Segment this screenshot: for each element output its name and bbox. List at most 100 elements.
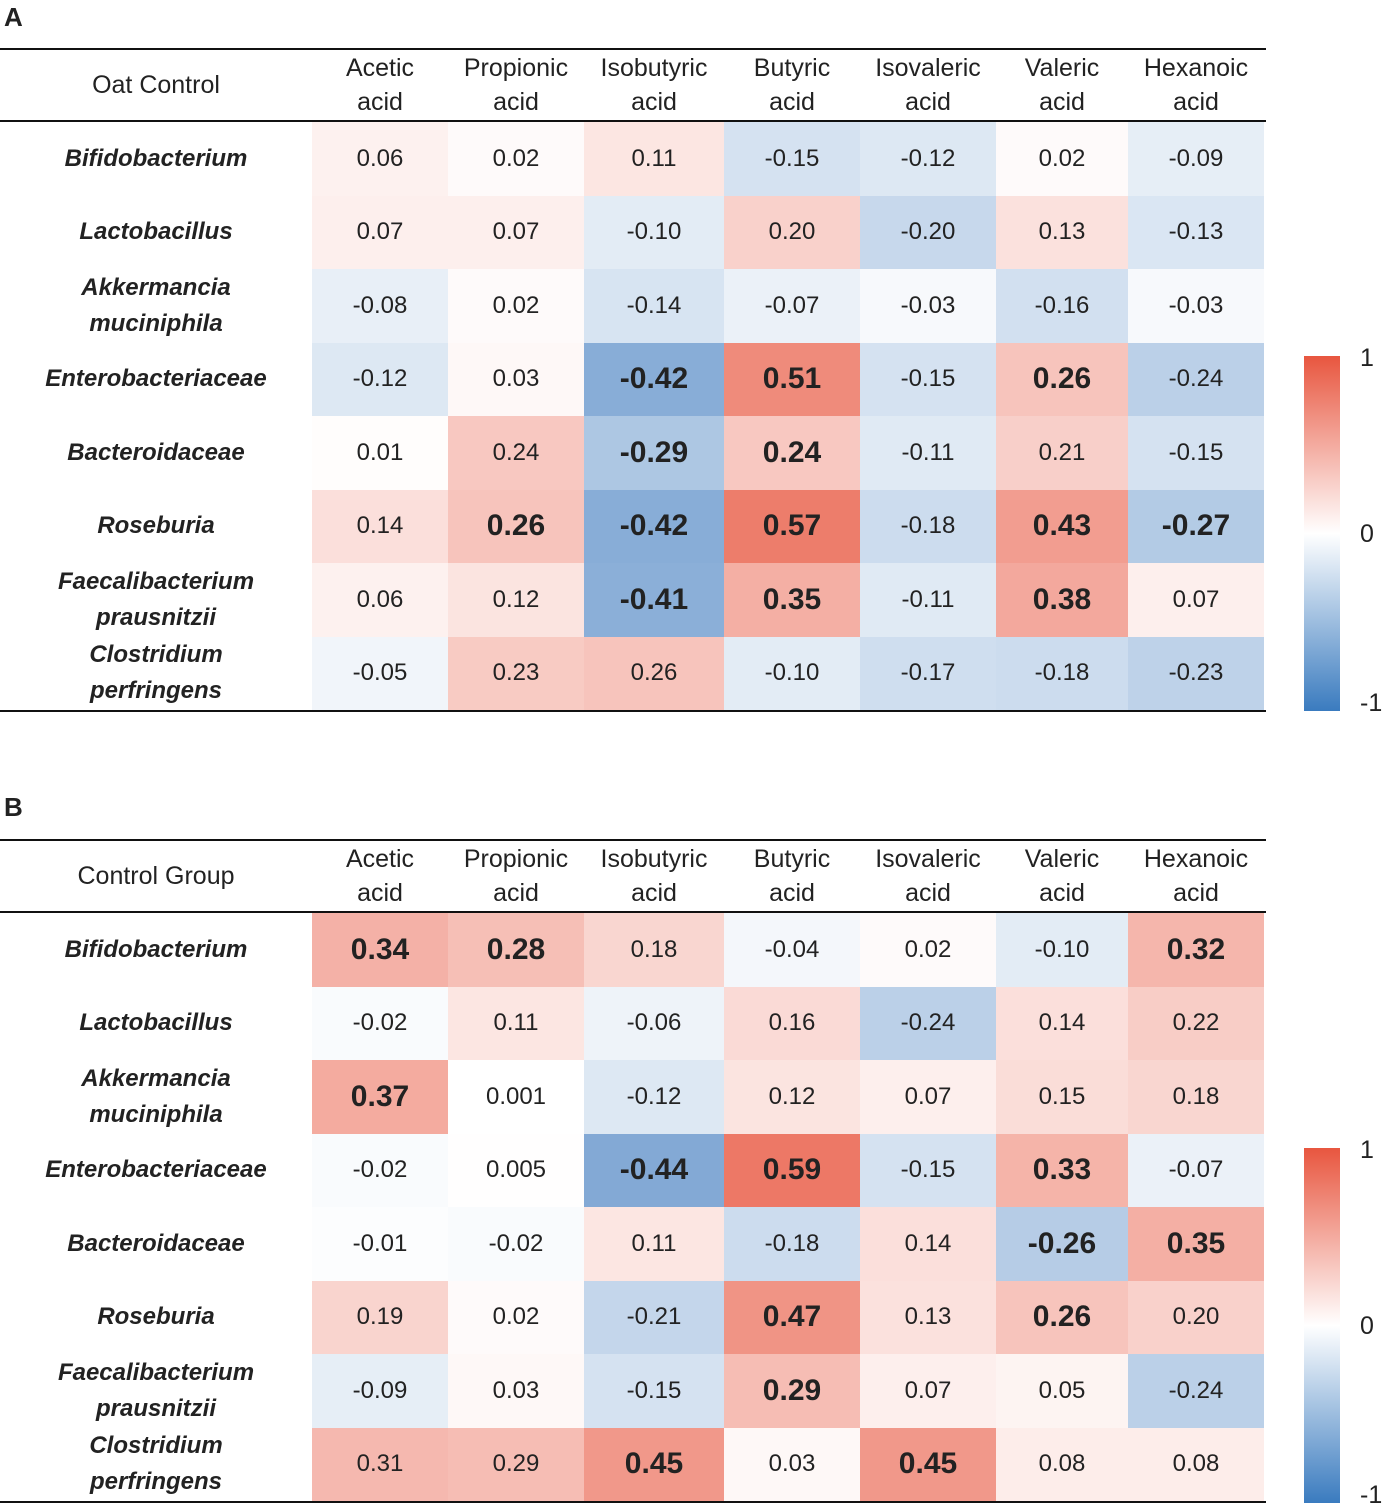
column-header-line: Propionic — [463, 845, 569, 873]
row-label: Enterobacteriaceae — [0, 343, 312, 417]
heatmap-cell: 0.03 — [448, 1354, 584, 1428]
row-label-line: Akkermancia — [81, 1064, 231, 1092]
panel-label-a: A — [4, 2, 23, 32]
heatmap-header: Oat Control Acetic acid Propionic acid Isobut… — [0, 48, 1266, 122]
column-header: Isobutyric acid — [584, 50, 724, 120]
heatmap-cell: 0.28 — [448, 913, 584, 987]
heatmap-cell: -0.02 — [312, 1133, 448, 1207]
legend-tick-label: 1 — [1360, 344, 1374, 372]
column-header-line: Isovaleric — [875, 845, 981, 873]
heatmap-cell: 0.16 — [724, 986, 860, 1060]
heatmap-cell: 0.34 — [312, 913, 448, 987]
heatmap-cell: -0.21 — [584, 1280, 724, 1354]
row-label-line: muciniphila — [89, 309, 223, 337]
heatmap-cell: 0.29 — [448, 1427, 584, 1501]
column-header: Valeric acid — [996, 841, 1128, 911]
heatmap-cell: 0.35 — [724, 563, 860, 637]
heatmap-cell: 0.14 — [996, 986, 1128, 1060]
heatmap-cell: -0.24 — [1128, 342, 1264, 416]
column-header: Hexanoic acid — [1128, 841, 1264, 911]
row-label: Bacteroidaceae — [0, 416, 312, 490]
heatmap-cell: 0.18 — [584, 913, 724, 987]
heatmap-bottom-rule — [0, 1501, 1266, 1503]
heatmap-cell: -0.42 — [584, 489, 724, 563]
heatmap-cell: 0.15 — [996, 1060, 1128, 1134]
heatmap-cell: -0.11 — [860, 563, 996, 637]
heatmap-row: Akkermancia muciniphila -0.08 0.02 -0.14 -0.0… — [0, 269, 1266, 343]
heatmap-cell: -0.42 — [584, 342, 724, 416]
heatmap-cell: -0.10 — [724, 636, 860, 710]
column-header: Butyric acid — [724, 50, 860, 120]
heatmap-cell: 0.06 — [312, 122, 448, 196]
column-header-line: acid — [905, 88, 951, 116]
heatmap-cell: -0.02 — [312, 986, 448, 1060]
heatmap-cell: -0.17 — [860, 636, 996, 710]
heatmap-cell: 0.02 — [996, 122, 1128, 196]
column-header-line: acid — [1039, 879, 1085, 907]
row-label-line: Akkermancia — [81, 273, 231, 301]
row-label-line: muciniphila — [89, 1100, 223, 1128]
column-header-line: acid — [493, 88, 539, 116]
row-label-line: Lactobacillus — [79, 218, 233, 246]
heatmap-cell: -0.07 — [724, 269, 860, 343]
heatmap-cell: -0.05 — [312, 636, 448, 710]
heatmap-cell: 0.03 — [724, 1427, 860, 1501]
row-label-line: Bifidobacterium — [64, 935, 248, 963]
heatmap-cell: 0.02 — [448, 1280, 584, 1354]
row-label: Clostridium perfringens — [0, 1428, 312, 1502]
column-header-line: Propionic — [463, 54, 569, 82]
heatmap-cell: 0.24 — [448, 416, 584, 490]
heatmap-cell: -0.09 — [312, 1354, 448, 1428]
heatmap-cell: 0.45 — [860, 1427, 996, 1501]
heatmap-cell: 0.11 — [584, 1207, 724, 1281]
heatmap-cell: -0.12 — [312, 342, 448, 416]
row-label-line: Enterobacteriaceae — [45, 365, 267, 393]
column-header: Acetic acid — [312, 841, 448, 911]
heatmap-row: Akkermancia muciniphila 0.37 0.001 -0.12 0.12… — [0, 1060, 1266, 1134]
column-header-line: Hexanoic — [1143, 54, 1249, 82]
row-label: Bifidobacterium — [0, 913, 312, 987]
heatmap-cell: 0.06 — [312, 563, 448, 637]
heatmap-bottom-rule — [0, 710, 1266, 712]
heatmap-cell: -0.15 — [1128, 416, 1264, 490]
heatmap-cell: -0.06 — [584, 986, 724, 1060]
heatmap-cell: -0.29 — [584, 416, 724, 490]
column-header-line: acid — [769, 879, 815, 907]
heatmap-cell: 0.37 — [312, 1060, 448, 1134]
column-header-line: Butyric — [753, 54, 831, 82]
heatmap-cell: -0.23 — [1128, 636, 1264, 710]
column-header-line: Isobutyric — [600, 54, 708, 82]
heatmap-cell: 0.12 — [448, 563, 584, 637]
heatmap-cell: -0.10 — [584, 195, 724, 269]
column-header-line: acid — [769, 88, 815, 116]
column-header: Isovaleric acid — [860, 841, 996, 911]
heatmap-cell: -0.04 — [724, 913, 860, 987]
heatmap-cell: -0.15 — [584, 1354, 724, 1428]
legend-tick-label: 1 — [1360, 1136, 1374, 1164]
row-label: Akkermancia muciniphila — [0, 269, 312, 343]
row-label: Bacteroidaceae — [0, 1207, 312, 1281]
heatmap-cell: 0.14 — [860, 1207, 996, 1281]
heatmap-title: Control Group — [77, 861, 235, 890]
row-label: Roseburia — [0, 1281, 312, 1355]
column-header-line: acid — [493, 879, 539, 907]
heatmap-row: Clostridium perfringens 0.31 0.29 0.45 0.03 0.… — [0, 1427, 1266, 1502]
legend-gradient-bar — [1304, 1148, 1340, 1503]
heatmap-cell: -0.18 — [724, 1207, 860, 1281]
row-label-line: Roseburia — [97, 512, 215, 540]
heatmap-row: Roseburia 0.14 0.26 -0.42 0.57 -0.18 0.43 -0.27 — [0, 489, 1266, 563]
row-label-line: prausnitzii — [95, 603, 216, 631]
legend-gradient-bar — [1304, 356, 1340, 711]
heatmap-row: Lactobacillus -0.02 0.11 -0.06 0.16 -0.24 0.14… — [0, 986, 1266, 1060]
column-header-line: acid — [631, 879, 677, 907]
heatmap-cell: -0.27 — [1128, 489, 1264, 563]
column-header: Valeric acid — [996, 50, 1128, 120]
heatmap-cell: 0.26 — [996, 1280, 1128, 1354]
heatmap-cell: 0.05 — [996, 1354, 1128, 1428]
row-label-line: Bacteroidaceae — [67, 438, 245, 466]
heatmap-cell: -0.11 — [860, 416, 996, 490]
column-header-line: acid — [357, 879, 403, 907]
heatmap-cell: 0.26 — [448, 489, 584, 563]
row-label: Bifidobacterium — [0, 122, 312, 196]
heatmap-cell: -0.26 — [996, 1207, 1128, 1281]
